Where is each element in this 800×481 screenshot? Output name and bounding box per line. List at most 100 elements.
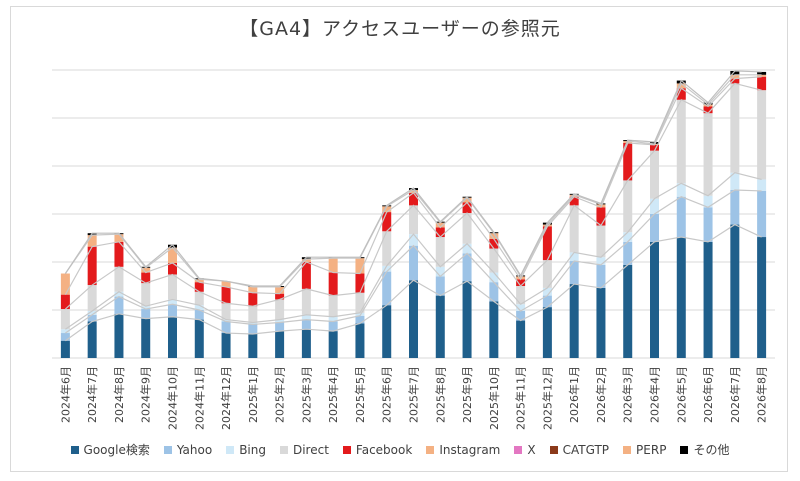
- series-line: [64, 76, 762, 295]
- bar-segment: [221, 303, 231, 320]
- bar-segment: [435, 295, 445, 358]
- bar-segment: [60, 294, 70, 310]
- bar-segment: [60, 340, 70, 358]
- bar-segment: [757, 179, 767, 191]
- bar-segment: [730, 78, 740, 84]
- bar-segment: [328, 316, 338, 322]
- bar-segment: [435, 237, 445, 267]
- bar-segment: [87, 246, 97, 286]
- bar-segment: [382, 271, 392, 306]
- bar-segment: [516, 310, 526, 321]
- bar-segment: [409, 280, 418, 358]
- x-tick-label: 2025年4月: [326, 366, 340, 423]
- x-tick-label: 2026年7月: [728, 366, 742, 423]
- bar-segment: [516, 276, 526, 280]
- bar-segment: [141, 318, 151, 358]
- legend-item: Facebook: [342, 441, 412, 458]
- bar-segment: [730, 224, 740, 358]
- bar-segment: [275, 322, 285, 332]
- bar-segment: [382, 231, 392, 266]
- chart-title: 【GA4】アクセスユーザーの参照元: [239, 18, 561, 40]
- bar-segment: [301, 257, 311, 260]
- bar-segment: [569, 284, 579, 358]
- x-tick-label: 2025年6月: [380, 366, 394, 423]
- bar-segment: [168, 244, 177, 248]
- bar-segment: [87, 321, 97, 358]
- legend-label: Google検索: [83, 443, 150, 457]
- bar-segment: [676, 99, 686, 184]
- legend-item: Bing: [226, 441, 266, 458]
- x-tick-label: 2024年7月: [85, 366, 99, 423]
- x-tick-label: 2025年10月: [487, 366, 501, 430]
- bar-segment: [114, 296, 124, 314]
- bar-segment: [141, 267, 151, 273]
- bar-segment: [114, 266, 124, 292]
- bar-segment: [516, 286, 526, 305]
- bar-segment: [221, 319, 231, 322]
- x-tick-label: 2026年3月: [621, 366, 635, 423]
- bar-segment: [168, 299, 177, 305]
- bar-segment: [275, 286, 285, 294]
- bar-segment: [194, 291, 204, 306]
- x-tick-label: 2025年11月: [514, 366, 528, 430]
- legend-swatch: [514, 445, 523, 454]
- bar-segment: [409, 192, 418, 206]
- bar-segment: [382, 212, 392, 232]
- x-tick-label: 2024年6月: [58, 366, 72, 423]
- bar-segment: [168, 316, 177, 358]
- bar-segment: [141, 272, 151, 284]
- bar-segment: [194, 279, 204, 283]
- bar-segment: [757, 74, 767, 77]
- bar-segment: [221, 321, 231, 334]
- x-tick-label: 2025年2月: [273, 366, 287, 423]
- bar-segment: [596, 257, 606, 265]
- x-tick-labels: 2024年6月 2024年7月 2024年8月 2024年9月 2024年10月 2024…: [58, 366, 768, 430]
- series-line: [65, 189, 762, 334]
- bar-segment: [248, 324, 258, 334]
- bar-segment: [676, 88, 686, 100]
- legend-item: その他: [680, 441, 729, 458]
- bar-segment: [516, 304, 526, 311]
- bar-segment: [60, 329, 70, 334]
- bar-segment: [703, 113, 713, 196]
- bar-segment: [301, 259, 311, 262]
- bar-segment: [248, 334, 258, 358]
- bar-segment: [275, 293, 285, 300]
- bar-segment: [382, 265, 392, 272]
- legend-item: Instagram: [426, 441, 500, 458]
- bar-segment: [462, 213, 472, 244]
- bar-segment: [703, 104, 713, 107]
- bar-segment: [328, 295, 338, 317]
- x-tick-label: 2025年5月: [353, 366, 367, 423]
- x-tick-label: 2026年1月: [567, 366, 581, 423]
- bar-segment: [355, 258, 365, 274]
- x-tick-label: 2026年6月: [701, 366, 715, 423]
- bar-segment: [275, 319, 285, 323]
- x-tick-label: 2026年5月: [674, 366, 688, 423]
- bar-segment: [382, 206, 392, 213]
- bar-segment: [275, 299, 285, 320]
- bar-segment: [489, 272, 499, 283]
- bar-segment: [328, 321, 338, 332]
- bar-segment: [328, 258, 338, 273]
- bar-segment: [248, 306, 258, 323]
- bar-segment: [730, 70, 740, 75]
- bar-segment: [221, 333, 231, 358]
- series-line: [65, 223, 762, 342]
- bar-segment: [114, 291, 124, 297]
- bar-segment: [757, 76, 767, 91]
- bar-segment: [248, 292, 258, 307]
- bar-segment: [489, 238, 499, 249]
- bar-segment: [355, 273, 365, 293]
- bar-segment: [730, 74, 740, 79]
- x-tick-label: 2025年7月: [407, 366, 421, 423]
- bar-segment: [623, 264, 633, 358]
- legend-swatch: [342, 445, 351, 454]
- x-tick-label: 2026年4月: [648, 366, 662, 423]
- bar-segment: [87, 235, 97, 247]
- bar-segment: [435, 227, 445, 238]
- bar-segment: [596, 207, 606, 226]
- bar-segment: [676, 237, 686, 358]
- bar-segment: [114, 313, 124, 358]
- bar-segment: [542, 295, 552, 308]
